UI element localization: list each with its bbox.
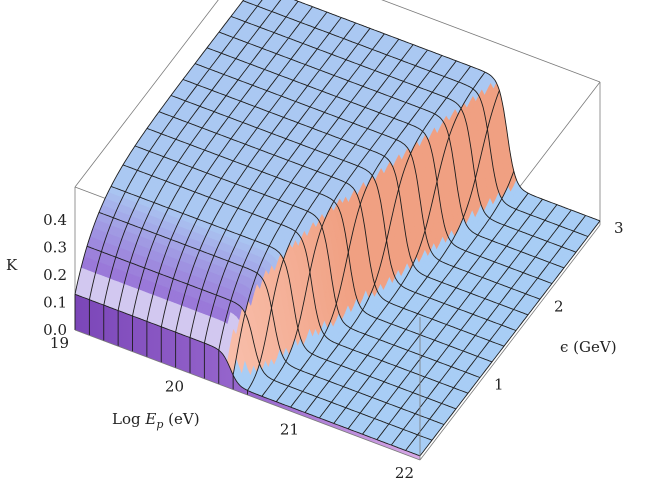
box-edge xyxy=(381,0,601,83)
box-edge xyxy=(74,0,219,188)
surface xyxy=(74,0,601,460)
